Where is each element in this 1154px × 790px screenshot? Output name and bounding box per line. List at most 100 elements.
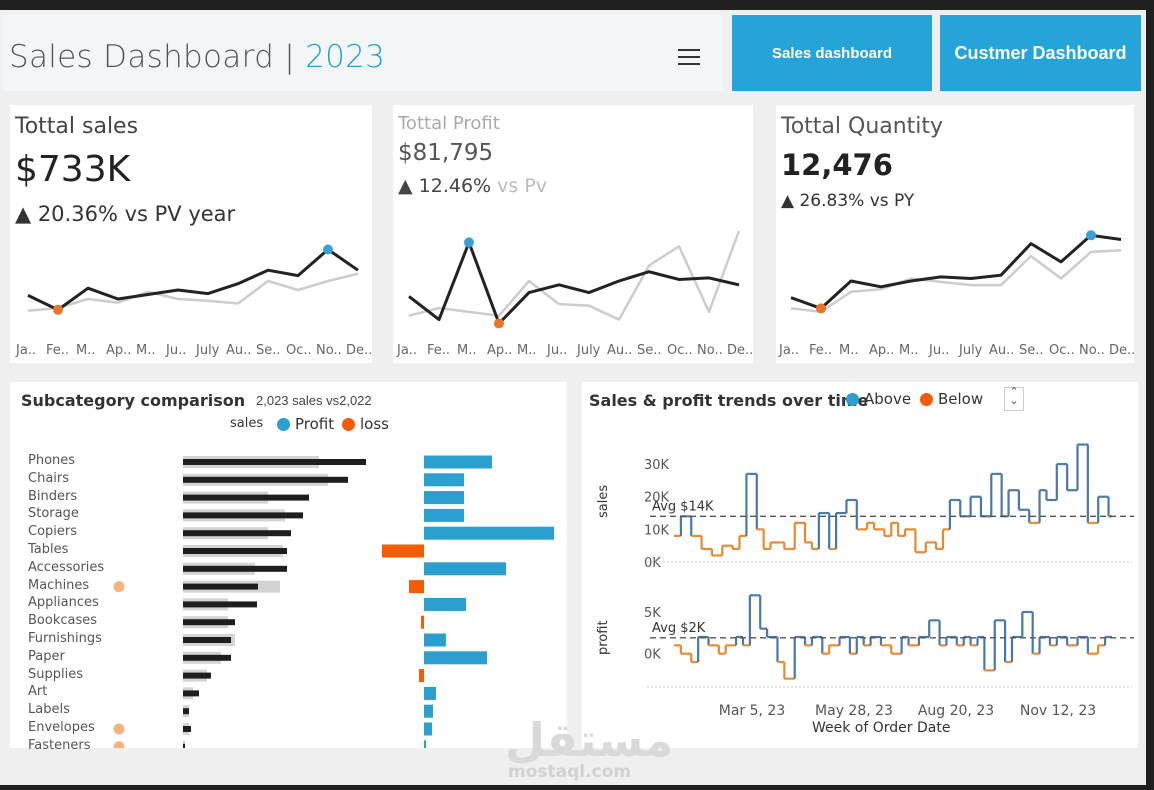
sales-sparkline <box>27 244 359 315</box>
current-year-bar <box>183 743 185 748</box>
current-year-bar <box>183 708 189 715</box>
current-year-bar <box>183 690 199 697</box>
legend-profit: Profit <box>277 415 334 433</box>
profit-axis-title: profit <box>596 620 611 655</box>
profit-bar <box>424 740 426 748</box>
profit-bar <box>424 597 466 611</box>
profit-bar <box>424 633 446 647</box>
watermark-text: mostaql.com <box>508 762 632 782</box>
subcategory-subtitle: 2,023 sales vs2,022 <box>256 393 372 408</box>
category-label: Chairs <box>28 470 70 486</box>
current-year-bar <box>183 601 257 608</box>
current-year-bar <box>183 548 287 554</box>
current-year-bar <box>183 672 211 679</box>
current-year-bar <box>183 494 309 501</box>
flag-marker <box>113 581 125 593</box>
x-tick-label: Aug 20, 23 <box>918 703 994 719</box>
category-label: Tables <box>28 542 69 557</box>
customer-dashboard-button[interactable]: Custmer Dashboard <box>940 15 1141 91</box>
min-point-marker <box>53 304 63 315</box>
current-year-bar <box>183 654 231 661</box>
flag-marker <box>113 741 125 748</box>
legend-sales: sales <box>230 416 264 431</box>
kpi-value: $733K <box>15 149 131 190</box>
kpi-title: Tottal sales <box>15 114 139 139</box>
category-label: Machines <box>28 577 90 593</box>
category-label: Art <box>28 684 48 700</box>
current-year-bar <box>183 583 258 590</box>
month-label: M.. <box>839 343 859 358</box>
kpi-delta: ▲ 26.83% vs PY <box>781 191 915 211</box>
subcategory-panel: Subcategory comparison 2,023 sales vs2,0… <box>10 382 567 753</box>
kpi-delta: ▲ 12.46% vs Pv <box>398 175 548 197</box>
month-label: Fe.. <box>46 343 70 358</box>
prior-year-line <box>408 230 741 321</box>
max-point-marker <box>1086 230 1096 241</box>
profit-sparkline <box>408 230 741 329</box>
month-label: Oc.. <box>286 343 312 358</box>
category-label: Furnishings <box>28 631 102 646</box>
month-label: M.. <box>136 343 156 358</box>
month-label: Fe.. <box>427 343 451 358</box>
header-bar: Sales Dashboard | 2023 <box>3 15 723 91</box>
title-year: 2023 <box>305 39 386 75</box>
month-label: Au.. <box>226 343 252 358</box>
profit-bar <box>424 491 464 505</box>
profit-bar <box>424 562 506 576</box>
current-year-bar <box>183 565 287 572</box>
dashboard-frame: Sales Dashboard | 2023 Sales dashboard C… <box>0 10 1146 785</box>
profit-bar <box>424 704 433 718</box>
max-point-marker <box>464 237 474 248</box>
sales-axis-title: sales <box>596 485 611 518</box>
loss-bar <box>419 669 424 683</box>
loss-bar <box>421 615 424 629</box>
month-label: July <box>196 343 220 358</box>
month-label: Ju.. <box>929 343 950 358</box>
quantity-sparkline <box>790 230 1122 314</box>
profit-bar <box>424 455 492 469</box>
kpi-value: $81,795 <box>398 140 494 166</box>
y-tick-label: 30K <box>644 458 670 473</box>
month-label: Se.. <box>256 343 281 358</box>
month-label: De.. <box>1109 343 1136 358</box>
month-label: Ap.. <box>869 343 895 358</box>
month-label: De.. <box>727 343 754 358</box>
month-label: July <box>959 343 983 358</box>
kpi-delta: ▲ 20.36% vs PV year <box>15 202 236 226</box>
month-label: No.. <box>316 343 342 358</box>
loss-bar <box>409 580 424 594</box>
sales-dashboard-button[interactable]: Sales dashboard <box>732 15 932 91</box>
kpi-title: Tottal Profit <box>398 113 500 134</box>
category-label: Copiers <box>28 524 78 540</box>
kpi-card-profit: Tottal Profit $81,795 ▲ 12.46% vs Pv Ja.… <box>393 105 753 363</box>
current-year-bar <box>183 619 235 626</box>
kpi-value: 12,476 <box>781 148 893 182</box>
trends-panel: Sales & profit trends over time Above Be… <box>582 382 1138 748</box>
category-label: Supplies <box>28 666 83 682</box>
legend-below: Below <box>920 390 983 408</box>
profit-bar <box>424 473 464 487</box>
month-label: Se.. <box>1019 343 1044 358</box>
max-point-marker <box>323 244 333 255</box>
current-year-bar <box>183 459 366 465</box>
month-label: Au.. <box>607 343 633 358</box>
month-label: Oc.. <box>667 343 693 358</box>
sort-toggle-icon[interactable]: ⌃ ⌄ <box>1004 387 1024 411</box>
month-label: Au.. <box>989 343 1015 358</box>
kpi-title: Tottal Quantity <box>781 114 944 139</box>
category-label: Envelopes <box>28 720 95 735</box>
month-label: Se.. <box>637 343 662 358</box>
category-label: Phones <box>28 453 76 468</box>
month-label: July <box>577 343 601 358</box>
menu-icon[interactable] <box>678 49 700 65</box>
prior-year-line <box>27 272 359 312</box>
current-year-line <box>790 233 1122 310</box>
x-axis-title: Week of Order Date <box>812 720 951 736</box>
y-tick-label: 5K <box>644 606 661 621</box>
min-point-marker <box>816 303 826 314</box>
month-label: No.. <box>697 343 723 358</box>
profit-bar <box>424 508 464 522</box>
y-tick-label: 10K <box>644 523 670 538</box>
kpi-card-quantity: Tottal Quantity 12,476 ▲ 26.83% vs PY Ja… <box>776 105 1136 363</box>
x-tick-label: May 28, 23 <box>815 703 893 719</box>
